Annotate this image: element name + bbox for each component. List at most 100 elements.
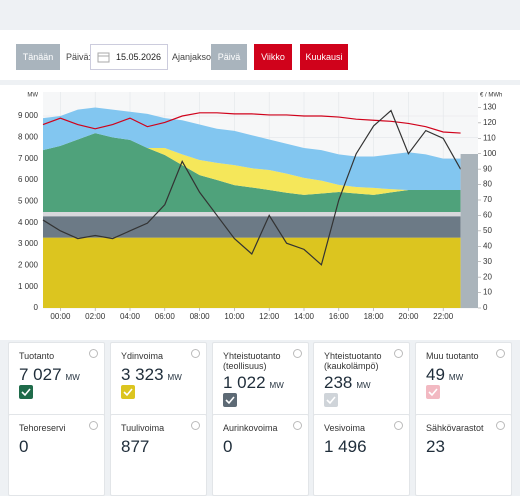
card-title: Tuotanto: [19, 351, 55, 361]
period-button[interactable]: Viikko: [254, 44, 292, 70]
value-unit: MW: [356, 381, 371, 390]
card-value: 49 MW: [426, 365, 463, 385]
x-tick-label: 18:00: [364, 312, 385, 321]
forecast-column: [460, 154, 478, 308]
calendar-icon: [97, 52, 110, 63]
value-unit: MW: [269, 381, 284, 390]
info-icon[interactable]: [89, 421, 98, 430]
stat-card: Yhteistuotanto (kaukolämpö) 238 MW: [313, 342, 410, 424]
card-title: Vesivoima: [324, 423, 366, 433]
info-icon[interactable]: [496, 421, 505, 430]
y-tick-label: 5 000: [18, 196, 39, 205]
today-button[interactable]: Tänään: [16, 44, 60, 70]
card-title: Aurinkovoima: [223, 423, 278, 433]
y2-tick-label: 80: [483, 180, 492, 189]
card-toggle[interactable]: [324, 393, 338, 407]
x-tick-label: 02:00: [85, 312, 106, 321]
value-number: 1 022: [223, 373, 266, 392]
area: [43, 212, 461, 217]
info-icon[interactable]: [89, 349, 98, 358]
line: [42, 112, 461, 134]
value-unit: MW: [65, 373, 80, 382]
stat-card: Tehoreservi 0: [8, 414, 105, 496]
check-icon: [123, 388, 133, 397]
area: [43, 107, 461, 191]
value-number: 877: [121, 437, 150, 456]
card-value: 0: [223, 437, 232, 457]
area: [43, 133, 461, 195]
area: [43, 133, 461, 212]
page: {"controls":{"today":"Tänään","day_label…: [0, 30, 520, 496]
value-number: 0: [223, 437, 233, 456]
info-icon[interactable]: [191, 421, 200, 430]
y2-tick-label: 70: [483, 195, 492, 204]
area: [43, 216, 461, 238]
card-toggle[interactable]: [121, 385, 135, 399]
card-toggle[interactable]: [19, 385, 33, 399]
x-tick-label: 16:00: [329, 312, 350, 321]
info-icon[interactable]: [293, 349, 302, 358]
info-icon[interactable]: [293, 421, 302, 430]
info-icon[interactable]: [496, 349, 505, 358]
y-tick-label: 7 000: [18, 154, 39, 163]
card-value: 0: [19, 437, 28, 457]
y-tick-label: 1 000: [18, 282, 39, 291]
card-title: Sähkövarastot: [426, 423, 484, 433]
card-value: 1 022 MW: [223, 373, 284, 393]
y2-tick-label: 120: [483, 118, 497, 127]
x-tick-label: 00:00: [50, 312, 71, 321]
stat-card: Muu tuotanto 49 MW: [415, 342, 512, 424]
y-tick-label: 9 000: [18, 111, 39, 120]
card-value: 3 323 MW: [121, 365, 182, 385]
y2-tick-label: 100: [483, 149, 497, 158]
value-number: 0: [19, 437, 29, 456]
value-number: 238: [324, 373, 353, 392]
chart: MW € / MWh 0 1 000 2 000 3 000 4 000 5 000 6 0…: [0, 85, 520, 340]
y2-tick-label: 50: [483, 226, 492, 235]
card-title: Tuulivoima: [121, 423, 165, 433]
stat-card: Tuulivoima 877: [110, 414, 207, 496]
y-tick-label: 3 000: [18, 239, 39, 248]
value-number: 7 027: [19, 365, 62, 384]
y2-tick-label: 60: [483, 211, 492, 220]
date-text: 15.05.2026: [116, 52, 162, 62]
info-icon[interactable]: [394, 349, 403, 358]
value-number: 3 323: [121, 365, 164, 384]
info-icon[interactable]: [191, 349, 200, 358]
period-button[interactable]: Päivä: [211, 44, 247, 70]
stat-card: Aurinkovoima 0: [212, 414, 309, 496]
x-tick-label: 22:00: [433, 312, 454, 321]
card-toggle[interactable]: [223, 393, 237, 407]
card-value: 877: [121, 437, 149, 457]
x-tick-label: 08:00: [190, 312, 211, 321]
card-title: Muu tuotanto: [426, 351, 479, 361]
y2-tick-label: 130: [483, 103, 497, 112]
y2-tick-label: 0: [483, 303, 488, 312]
check-icon: [326, 396, 336, 405]
value-number: 1 496: [324, 437, 367, 456]
card-toggle[interactable]: [426, 385, 440, 399]
check-icon: [21, 388, 31, 397]
stat-card: Yhteistuotanto (teollisuus) 1 022 MW: [212, 342, 309, 424]
period-label: Ajanjakso:: [172, 52, 214, 62]
x-tick-label: 12:00: [259, 312, 280, 321]
card-value: 23: [426, 437, 445, 457]
period-button[interactable]: Kuukausi: [300, 44, 348, 70]
value-number: 23: [426, 437, 445, 456]
y-tick-label: 0: [34, 303, 39, 312]
info-icon[interactable]: [394, 421, 403, 430]
y2-tick-label: 30: [483, 257, 492, 266]
y2-axis-label: € / MWh: [480, 93, 502, 99]
date-input[interactable]: 15.05.2026: [90, 44, 168, 70]
y-tick-label: 6 000: [18, 175, 39, 184]
card-value: 7 027 MW: [19, 365, 80, 385]
x-tick-label: 14:00: [294, 312, 315, 321]
check-icon: [225, 396, 235, 405]
card-title: Tehoreservi: [19, 423, 66, 433]
x-tick-label: 20:00: [398, 312, 419, 321]
card-title: Yhteistuotanto (teollisuus): [223, 351, 281, 371]
card-value: 1 496: [324, 437, 367, 457]
y2-tick-label: 20: [483, 272, 492, 281]
y2-tick-label: 40: [483, 241, 492, 250]
card-title: Ydinvoima: [121, 351, 164, 361]
